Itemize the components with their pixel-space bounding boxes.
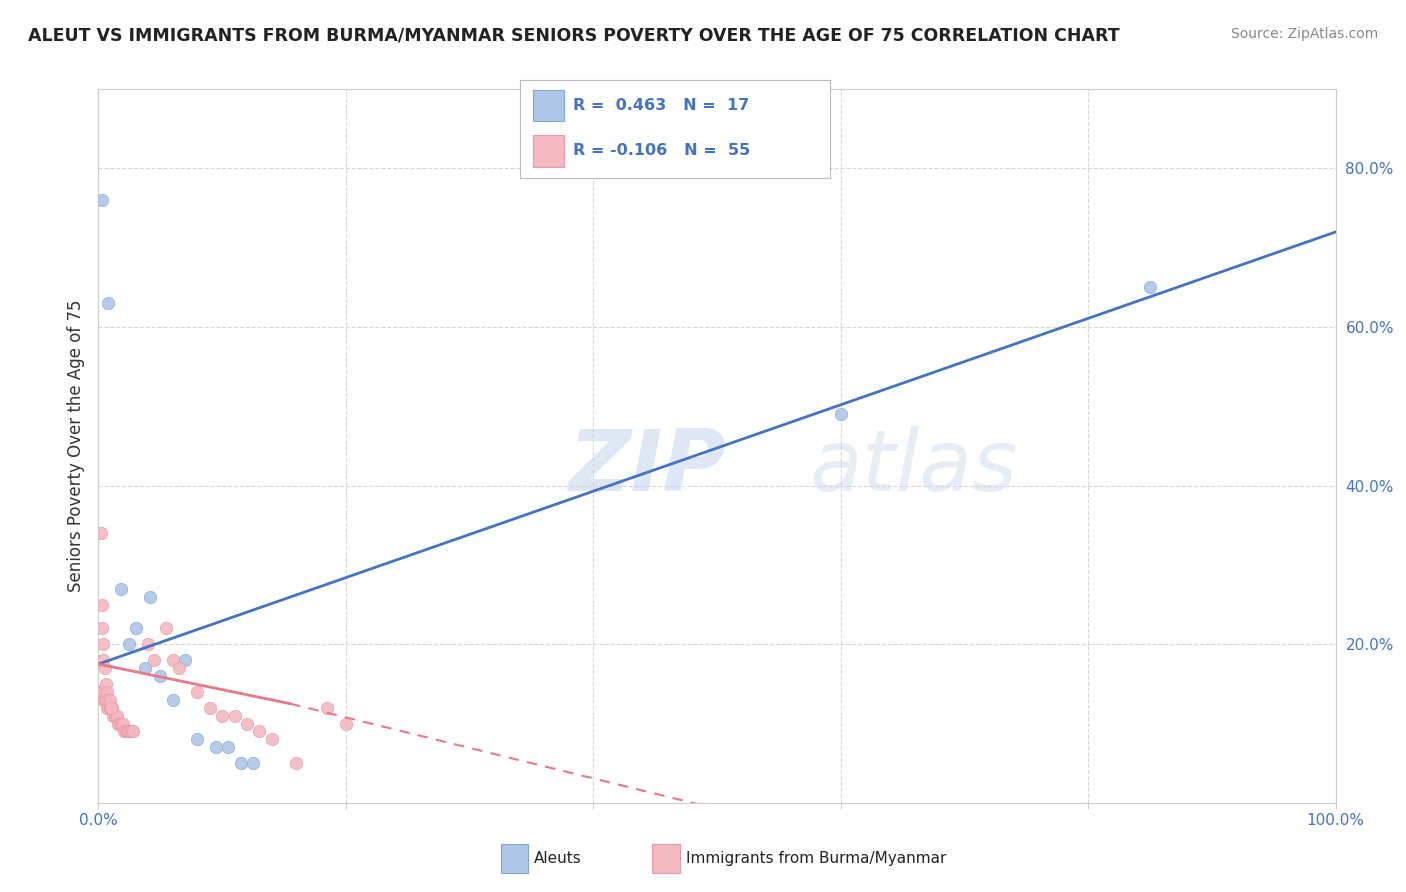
Point [242, 756, 264, 771]
Point [112, 724, 135, 739]
Point [205, 740, 228, 755]
Point [198, 700, 221, 714]
Point [101, 700, 124, 714]
Point [94, 692, 117, 706]
Point [117, 724, 139, 739]
Point [162, 692, 184, 706]
Point [830, 407, 852, 421]
Point [118, 637, 141, 651]
Point [98, 692, 121, 706]
Point [90, 685, 112, 699]
FancyBboxPatch shape [533, 90, 564, 121]
Point [93, 692, 115, 706]
Point [89, 685, 111, 699]
FancyBboxPatch shape [501, 844, 529, 873]
Point [162, 653, 184, 667]
Text: R =  0.463   N =  17: R = 0.463 N = 17 [572, 98, 749, 113]
Point [260, 732, 283, 747]
Point [236, 716, 259, 731]
Point [110, 582, 132, 596]
Point [105, 708, 128, 723]
Point [115, 724, 138, 739]
Point [155, 621, 177, 635]
Point [107, 716, 129, 731]
Point [134, 661, 156, 675]
Point [121, 724, 143, 739]
Point [97, 700, 120, 714]
Point [1139, 280, 1161, 294]
Text: ALEUT VS IMMIGRANTS FROM BURMA/MYANMAR SENIORS POVERTY OVER THE AGE OF 75 CORREL: ALEUT VS IMMIGRANTS FROM BURMA/MYANMAR S… [28, 27, 1119, 45]
Point [91, 598, 114, 612]
Text: Source: ZipAtlas.com: Source: ZipAtlas.com [1230, 27, 1378, 41]
Point [114, 724, 136, 739]
Point [167, 661, 190, 675]
Point [108, 716, 131, 731]
Point [93, 653, 115, 667]
Point [247, 724, 270, 739]
Point [96, 700, 118, 714]
Point [136, 637, 159, 651]
Point [122, 724, 145, 739]
Point [103, 708, 125, 723]
Point [224, 708, 246, 723]
Point [186, 732, 208, 747]
Text: atlas: atlas [810, 425, 1018, 509]
FancyBboxPatch shape [533, 136, 564, 167]
Point [93, 692, 115, 706]
Text: R = -0.106   N =  55: R = -0.106 N = 55 [572, 144, 749, 159]
Point [91, 685, 114, 699]
Y-axis label: Seniors Poverty Over the Age of 75: Seniors Poverty Over the Age of 75 [66, 300, 84, 592]
Point [174, 653, 197, 667]
Point [118, 724, 141, 739]
Point [149, 669, 172, 683]
Text: Immigrants from Burma/Myanmar: Immigrants from Burma/Myanmar [686, 851, 946, 866]
Point [217, 740, 239, 755]
Point [93, 661, 115, 675]
Point [143, 653, 166, 667]
Point [97, 296, 120, 310]
Point [335, 716, 357, 731]
Point [93, 637, 115, 651]
Point [285, 756, 308, 771]
Text: Aleuts: Aleuts [534, 851, 582, 866]
Point [120, 724, 142, 739]
Point [112, 716, 135, 731]
Point [124, 621, 146, 635]
Point [211, 708, 233, 723]
FancyBboxPatch shape [652, 844, 681, 873]
Point [94, 677, 117, 691]
Point [111, 716, 134, 731]
Point [98, 700, 121, 714]
Point [186, 685, 208, 699]
Point [100, 700, 122, 714]
Point [90, 526, 112, 541]
Point [110, 716, 132, 731]
Point [229, 756, 252, 771]
Point [97, 692, 120, 706]
Point [91, 193, 114, 207]
Point [103, 708, 125, 723]
Point [100, 700, 122, 714]
Point [139, 590, 162, 604]
Point [96, 685, 118, 699]
Text: ZIP: ZIP [568, 425, 727, 509]
Point [104, 708, 127, 723]
Point [91, 621, 114, 635]
Point [316, 700, 339, 714]
